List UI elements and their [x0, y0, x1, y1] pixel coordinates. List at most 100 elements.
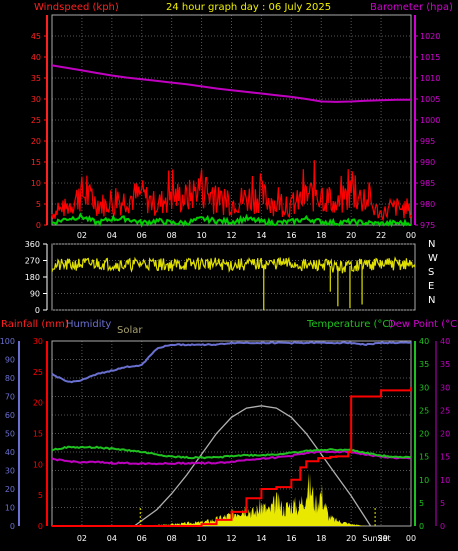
- barometer-tick-label: 1010: [420, 74, 440, 83]
- barometer-tick-label: 1000: [420, 116, 440, 125]
- barometer-series-line: [51, 64, 411, 103]
- compass-label: N: [428, 295, 435, 306]
- dewpoint-tick-label: 35: [440, 360, 450, 369]
- temperature-tick-label: 10: [419, 476, 429, 485]
- humidity-tick-label: 90: [5, 356, 15, 365]
- direction-tick-label: 180: [25, 273, 40, 282]
- wind-barometer-panel: 0510152025303540459759809859909951000100…: [31, 14, 440, 240]
- compass-label: N: [428, 239, 435, 250]
- barometer-tick-label: 1020: [420, 32, 440, 41]
- windspeed-tick-label: 25: [31, 116, 41, 125]
- temperature-tick-label: 20: [419, 430, 429, 439]
- windspeed-tick-label: 0: [36, 221, 41, 230]
- barometer-axis-label: Barometer (hpa): [370, 2, 453, 13]
- compass-label: W: [428, 253, 438, 264]
- humidity-tick-label: 70: [5, 393, 15, 402]
- direction-tick-label: 90: [30, 290, 40, 299]
- windspeed-tick-label: 15: [31, 158, 41, 167]
- humidity-tick-label: 100: [0, 337, 15, 346]
- windspeed-tick-label: 20: [31, 137, 41, 146]
- rainfall-tick-label: 30: [33, 337, 43, 346]
- x-tick-label: 10: [196, 231, 206, 240]
- humidity-series-line: [51, 341, 412, 384]
- humidity-tick-label: 50: [5, 430, 15, 439]
- dewpoint-tick-label: 15: [440, 453, 450, 462]
- wind-average-series-line: [51, 212, 411, 228]
- barometer-tick-label: 975: [420, 221, 435, 230]
- x-tick-label: 16: [286, 534, 296, 543]
- solar-series-area: [141, 472, 367, 526]
- windspeed-tick-label: 30: [31, 95, 41, 104]
- dewpoint-tick-label: 20: [440, 430, 450, 439]
- humidity-tick-label: 30: [5, 467, 15, 476]
- barometer-tick-label: 1015: [420, 53, 440, 62]
- humidity-tick-label: 0: [10, 522, 15, 531]
- x-tick-label: 14: [256, 534, 266, 543]
- dewpoint-tick-label: 40: [440, 337, 450, 346]
- x-tick-label: 20: [346, 231, 356, 240]
- humidity-tick-label: 40: [5, 448, 15, 457]
- barometer-tick-label: 1005: [420, 95, 440, 104]
- rainfall-series-line: [52, 387, 412, 527]
- x-tick-label: 18: [316, 231, 326, 240]
- x-tick-label: 02: [77, 534, 87, 543]
- barometer-tick-label: 990: [420, 158, 435, 167]
- rainfall-tick-label: 20: [33, 399, 43, 408]
- x-tick-label: 06: [137, 534, 147, 543]
- rainfall-tick-label: 25: [33, 368, 43, 377]
- x-tick-label: 02: [77, 231, 87, 240]
- windspeed-tick-label: 10: [31, 179, 41, 188]
- temperature-tick-label: 25: [419, 406, 429, 415]
- x-tick-label: 08: [167, 231, 177, 240]
- temperature-tick-label: 35: [419, 360, 429, 369]
- x-tick-label: 20: [346, 534, 356, 543]
- plot-frame: [51, 14, 412, 226]
- x-tick-label: 16: [286, 231, 296, 240]
- humidity-axis-label: Humidity: [66, 319, 111, 330]
- temperature-tick-label: 30: [419, 383, 429, 392]
- temperature-tick-label: 0: [419, 522, 424, 531]
- x-tick-label: Set: [378, 534, 391, 543]
- direction-tick-label: 270: [25, 257, 40, 266]
- solar-max-series-line: [133, 405, 372, 527]
- temperature-tick-label: 5: [419, 499, 424, 508]
- temperature-tick-label: 40: [419, 337, 429, 346]
- humidity-tick-label: 10: [5, 504, 15, 513]
- windspeed-tick-label: 5: [36, 200, 41, 209]
- temperature-tick-label: 15: [419, 453, 429, 462]
- dewpoint-tick-label: 10: [440, 476, 450, 485]
- x-tick-label: 04: [107, 534, 117, 543]
- barometer-tick-label: 980: [420, 200, 435, 209]
- wind-direction-series-line: [51, 256, 416, 274]
- chart-title: 24 hour graph day : 06 July 2025: [166, 2, 331, 13]
- humidity-tick-label: 60: [5, 411, 15, 420]
- rainfall-tick-label: 5: [38, 491, 43, 500]
- x-tick-label: 04: [107, 231, 117, 240]
- dewpoint-tick-label: 0: [440, 522, 445, 531]
- x-tick-label: 06: [137, 231, 147, 240]
- rainfall-axis-label: Rainfall (mm): [1, 319, 69, 330]
- compass-label: S: [428, 267, 434, 278]
- x-tick-label: 14: [256, 231, 266, 240]
- dewpoint-axis-label: Dew Point (°C): [388, 319, 458, 330]
- windspeed-tick-label: 40: [31, 53, 41, 62]
- rainfall-tick-label: 15: [33, 430, 43, 439]
- dewpoint-tick-label: 25: [440, 406, 450, 415]
- x-tick-label: 12: [226, 534, 236, 543]
- temperature-axis-label: Temperature (°C): [306, 319, 393, 330]
- solar-label: Solar: [117, 325, 143, 336]
- windspeed-axis-label: Windspeed (kph): [34, 2, 119, 13]
- windspeed-tick-label: 35: [31, 74, 41, 83]
- barometer-tick-label: 995: [420, 137, 435, 146]
- x-tick-label: 00: [406, 534, 416, 543]
- humidity-tick-label: 80: [5, 374, 15, 383]
- humidity-tick-label: 20: [5, 485, 15, 494]
- x-tick-label: 18: [316, 534, 326, 543]
- x-tick-label: 12: [226, 231, 236, 240]
- direction-tick-label: 0: [35, 306, 40, 315]
- dewpoint-tick-label: 5: [440, 499, 445, 508]
- compass-label: E: [428, 281, 434, 292]
